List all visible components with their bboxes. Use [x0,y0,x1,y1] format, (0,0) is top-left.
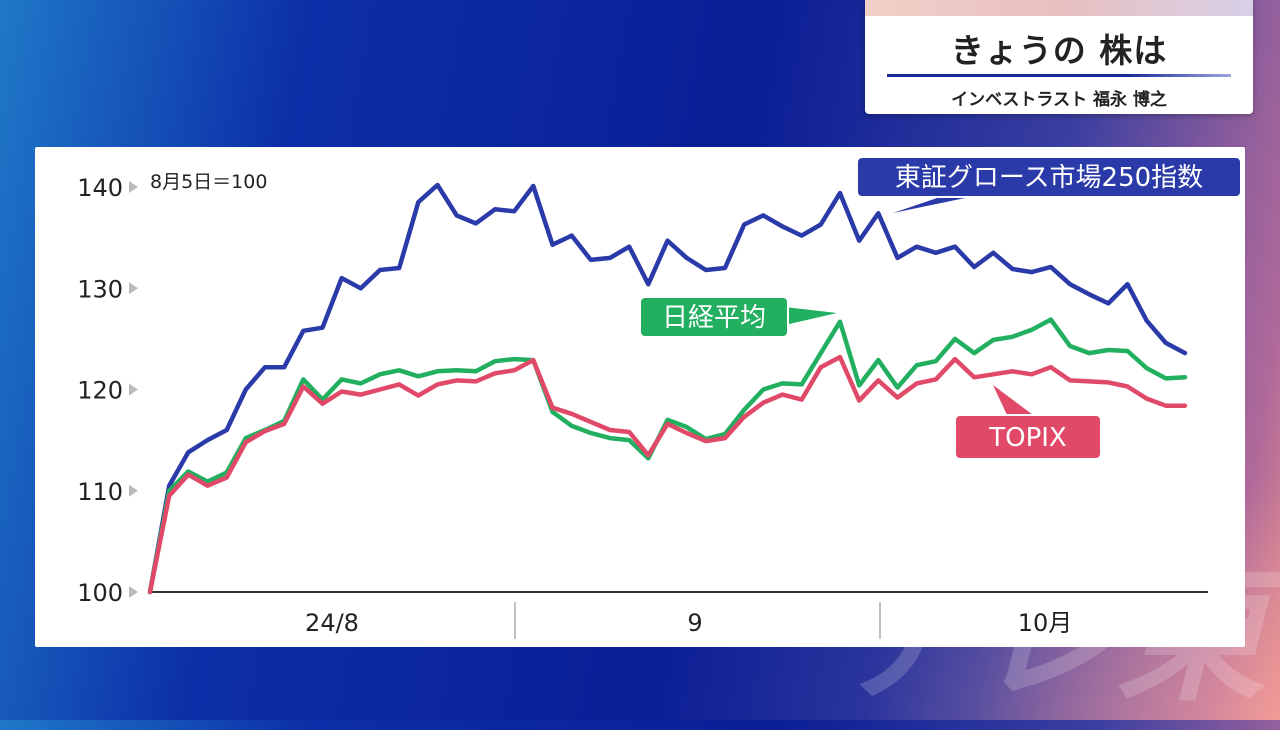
commentator-name: インベストラスト 福永 博之 [951,90,1167,110]
y-tick-label: 120 [77,377,123,405]
chart-panel: 140 130 120 110 100 8月5日＝100 24/8 9 10月 東証グロース市場2… [35,147,1245,647]
title-divider [887,74,1231,77]
growth-250-label-box [856,156,1242,198]
x-tick-label: 9 [687,609,702,637]
title-top-bar [865,0,1253,16]
topix-label: TOPIX [988,423,1067,453]
growth-250-line [147,182,1188,595]
y-tick-arrow [129,181,138,193]
nikkei-label-tail [785,307,837,325]
y-tick-label: 130 [77,275,123,303]
y-tick-label: 100 [77,579,123,607]
topix-label-tail [993,385,1033,415]
line-chart: 140 130 120 110 100 8月5日＝100 24/8 9 10月 東証グロース市場2… [77,156,1242,639]
y-tick-label: 110 [77,478,123,506]
x-tick-label: 10月 [1018,609,1073,637]
program-title-box: きょうの 株は インベストラスト 福永 博之 [865,0,1253,114]
growth-250-label: 東証グロース市場250指数 [895,163,1203,193]
y-tick-arrow [129,282,138,295]
nikkei-line [147,317,1188,595]
topix-label-box [954,414,1102,460]
y-tick-arrow [129,484,138,497]
nikkei-label: 日経平均 [662,303,766,333]
y-tick-label: 140 [77,174,123,202]
x-tick-label: 24/8 [305,609,359,637]
chart-note: 8月5日＝100 [150,171,267,193]
y-tick-arrow [129,586,138,598]
y-tick-arrow [129,383,138,396]
topix-line [147,354,1188,595]
program-title: きょうの 株は [950,31,1168,70]
growth-250-label-tail [893,197,970,213]
nikkei-label-box [639,296,789,338]
